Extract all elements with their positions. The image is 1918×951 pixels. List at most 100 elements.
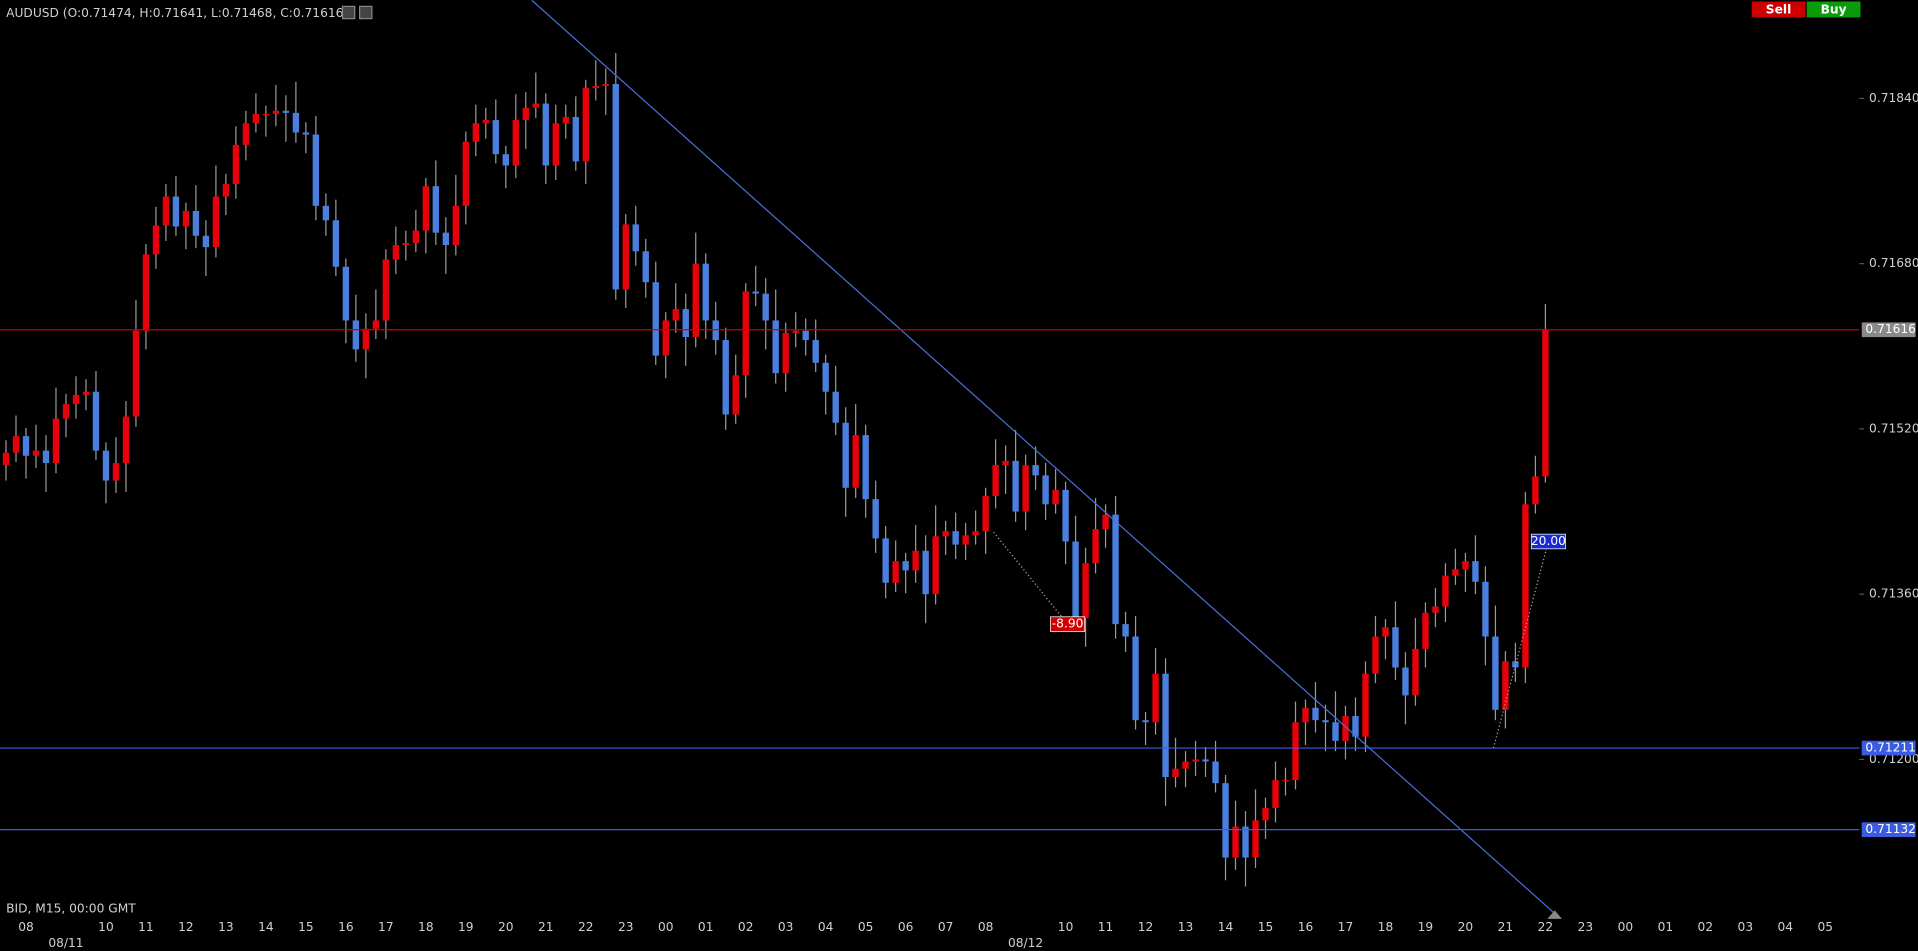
candle-body bbox=[802, 330, 809, 341]
candle-body bbox=[1332, 722, 1339, 741]
candle-body bbox=[272, 110, 280, 114]
candle-body bbox=[172, 196, 180, 227]
candle-body bbox=[922, 550, 929, 595]
footer: BID, M15, 00:00 GMT bbox=[6, 902, 136, 916]
candle-body bbox=[1112, 514, 1119, 625]
x-tick-label: 01 bbox=[1658, 920, 1674, 934]
candle-body bbox=[582, 88, 589, 162]
candle-body bbox=[742, 291, 749, 376]
candle-body bbox=[1392, 627, 1399, 668]
x-tick-label: 11 bbox=[138, 920, 154, 934]
candle-body bbox=[1532, 476, 1539, 505]
candle-body bbox=[1172, 768, 1179, 777]
x-tick-label: 23 bbox=[1578, 920, 1594, 934]
x-tick-label: 20 bbox=[498, 920, 514, 934]
trendline-handle bbox=[1547, 910, 1563, 919]
candle-body bbox=[192, 210, 200, 236]
candle-body bbox=[562, 116, 569, 124]
candle-body bbox=[722, 340, 729, 415]
candle-body bbox=[602, 83, 609, 87]
candle-body bbox=[1192, 759, 1199, 762]
candle-body bbox=[972, 531, 979, 536]
x-tick-label: 12 bbox=[1138, 920, 1154, 934]
candle-body bbox=[472, 123, 479, 142]
candle-body bbox=[1252, 820, 1259, 858]
candle-body bbox=[652, 282, 659, 356]
x-tick-label: 13 bbox=[1178, 920, 1194, 934]
candle-body bbox=[122, 416, 130, 463]
candle-body bbox=[812, 340, 819, 363]
candle-body bbox=[222, 184, 230, 197]
x-tick-label: 21 bbox=[1498, 920, 1514, 934]
candle-body bbox=[1082, 563, 1089, 618]
candle-body bbox=[492, 120, 499, 155]
buy-button[interactable] bbox=[1806, 1, 1861, 18]
candle-body bbox=[1322, 720, 1329, 723]
candle-body bbox=[262, 113, 270, 116]
x-tick-label: 17 bbox=[378, 920, 394, 934]
candle-body bbox=[692, 263, 699, 337]
buy-label[interactable]: Buy bbox=[1821, 3, 1847, 17]
candle-body bbox=[1142, 720, 1149, 723]
x-tick-label: 15 bbox=[298, 920, 314, 934]
sell-label[interactable]: Sell bbox=[1766, 3, 1791, 17]
y-tick-label: 0.71840 bbox=[1869, 91, 1918, 105]
x-tick-label: 11 bbox=[1098, 920, 1114, 934]
candle-body bbox=[1442, 575, 1449, 607]
candle-body bbox=[672, 309, 679, 321]
candle-body bbox=[1092, 529, 1099, 564]
candle-body bbox=[782, 332, 789, 374]
x-tick-label: 04 bbox=[1778, 920, 1794, 934]
candle-body bbox=[502, 154, 509, 166]
sell-button[interactable] bbox=[1751, 1, 1806, 18]
icon[interactable] bbox=[359, 5, 373, 20]
x-tick-label: 02 bbox=[1698, 920, 1714, 934]
candle-body bbox=[752, 291, 759, 294]
x-tick-label: 08 bbox=[18, 920, 34, 934]
x-tick-label: 03 bbox=[778, 920, 794, 934]
candle-body bbox=[152, 225, 160, 255]
candle-body bbox=[772, 320, 779, 374]
candle-body bbox=[402, 243, 410, 246]
candle-body bbox=[1052, 489, 1059, 505]
candle-body bbox=[1452, 569, 1459, 576]
candle-body bbox=[792, 330, 799, 333]
candle-body bbox=[92, 391, 100, 451]
candle-body bbox=[52, 418, 60, 463]
candle-body bbox=[1102, 514, 1109, 530]
candle-body bbox=[1202, 759, 1209, 762]
x-tick-label: 14 bbox=[258, 920, 274, 934]
candle-body bbox=[462, 141, 470, 206]
price-line-label-bg bbox=[1861, 322, 1916, 338]
candle-body bbox=[482, 120, 489, 124]
candle-body bbox=[982, 496, 989, 532]
candle-body bbox=[872, 499, 879, 539]
price-line-label-bg bbox=[1861, 740, 1916, 756]
candle-body bbox=[362, 328, 370, 350]
x-tick-label: 05 bbox=[1818, 920, 1834, 934]
candle-body bbox=[282, 110, 290, 113]
candle-body bbox=[592, 86, 599, 89]
candle-body bbox=[512, 120, 519, 166]
x-tick-label: 17 bbox=[1338, 920, 1354, 934]
candle-body bbox=[32, 450, 40, 456]
candle-body bbox=[62, 404, 70, 419]
candle-body bbox=[1292, 722, 1299, 781]
candle-body bbox=[862, 435, 869, 500]
y-tick-label: 0.71520 bbox=[1869, 421, 1918, 435]
icon[interactable] bbox=[341, 5, 356, 20]
candle-body bbox=[1032, 465, 1039, 476]
x-tick-label: 14 bbox=[1218, 920, 1234, 934]
candle-body bbox=[292, 112, 300, 133]
price-line-label: 0.71616 bbox=[1865, 322, 1916, 336]
x-tick-label: 19 bbox=[1418, 920, 1434, 934]
x-tick-label: 01 bbox=[698, 920, 714, 934]
candle-body bbox=[382, 259, 390, 321]
candle-body bbox=[162, 196, 170, 226]
x-tick-label: 23 bbox=[618, 920, 634, 934]
candle-body bbox=[202, 235, 210, 248]
x-tick-label: 08 bbox=[978, 920, 994, 934]
candle-body bbox=[702, 263, 709, 321]
candle-body bbox=[642, 251, 649, 283]
